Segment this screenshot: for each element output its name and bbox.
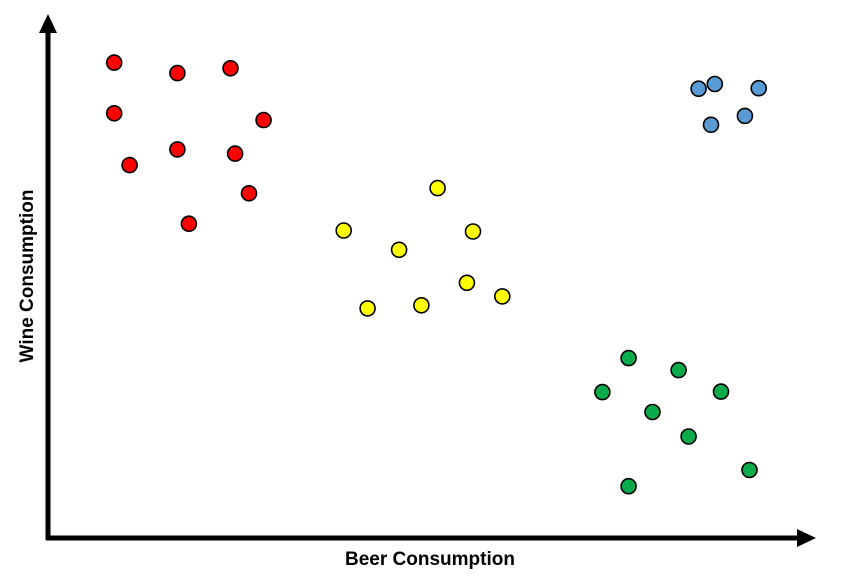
data-point-series-1-6 <box>169 141 186 158</box>
y-axis-arrowhead <box>39 14 57 33</box>
data-point-series-1-1 <box>105 54 123 71</box>
data-point-series-4-1 <box>690 80 707 97</box>
data-point-series-3-8 <box>620 477 637 495</box>
data-point-series-3-6 <box>680 428 697 445</box>
data-point-series-2-3 <box>464 223 482 240</box>
data-point-series-1-7 <box>226 145 244 162</box>
data-point-series-4-3 <box>750 79 768 97</box>
data-point-series-3-4 <box>712 383 730 400</box>
data-point-series-4-5 <box>736 107 754 125</box>
y-axis-title: Wine Consumption <box>17 190 38 363</box>
data-point-series-2-6 <box>493 288 511 305</box>
data-point-series-3-3 <box>594 383 611 401</box>
data-point-series-1-4 <box>105 105 123 122</box>
data-point-series-3-1 <box>620 349 637 367</box>
data-point-series-3-5 <box>644 403 661 421</box>
data-point-series-2-2 <box>335 222 353 239</box>
data-point-series-3-7 <box>741 461 758 479</box>
data-point-series-1-9 <box>240 185 258 202</box>
data-point-series-4-4 <box>702 116 720 134</box>
x-axis-title: Beer Consumption <box>345 549 515 570</box>
data-point-series-1-3 <box>222 60 239 77</box>
data-point-series-2-7 <box>359 300 376 317</box>
data-point-series-3-2 <box>670 361 687 379</box>
data-point-series-1-8 <box>121 156 138 174</box>
x-axis <box>46 529 816 547</box>
data-point-series-2-5 <box>458 274 476 292</box>
data-point-series-4-2 <box>706 75 724 93</box>
data-points <box>105 54 768 495</box>
data-point-series-1-5 <box>255 111 272 129</box>
data-point-series-1-2 <box>169 64 186 82</box>
data-point-series-2-8 <box>413 296 430 314</box>
x-axis-arrowhead <box>797 529 816 547</box>
data-point-series-2-1 <box>429 179 446 197</box>
data-point-series-2-4 <box>390 241 408 259</box>
data-point-series-1-10 <box>180 215 198 232</box>
y-axis <box>39 14 57 540</box>
